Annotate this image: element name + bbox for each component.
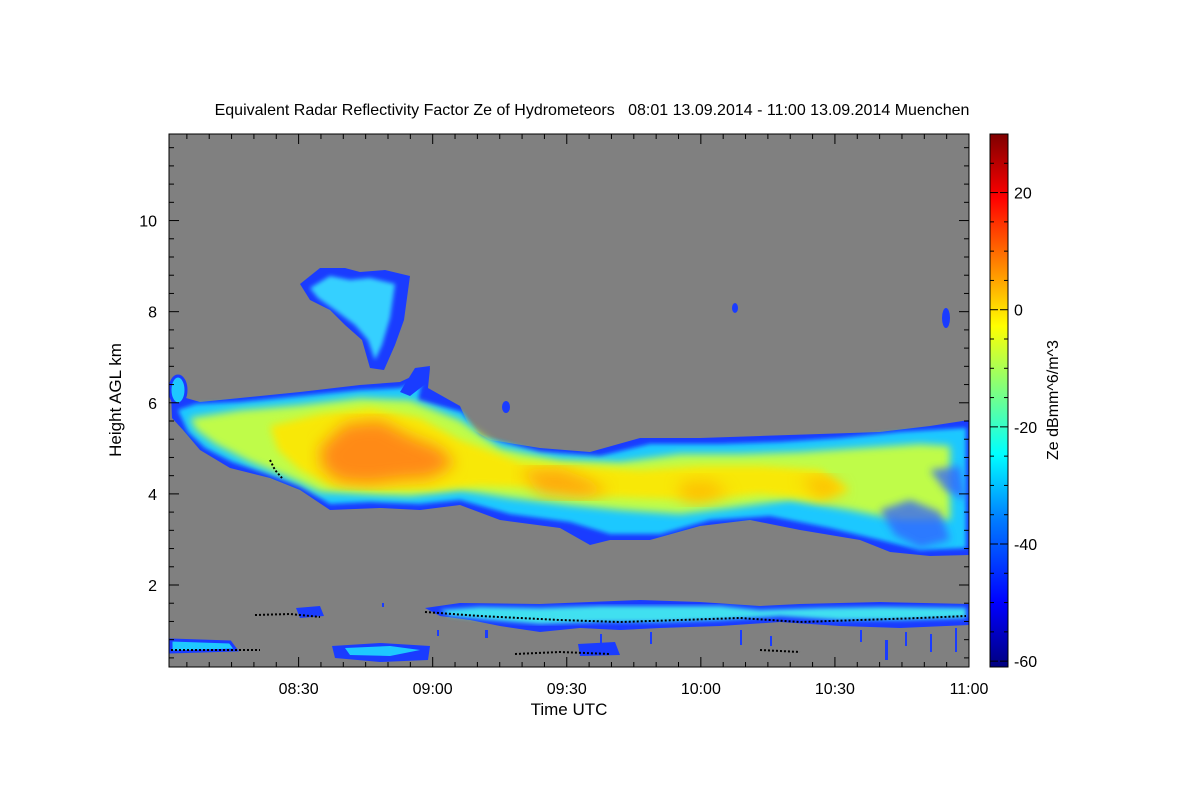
low-cloud-layer-inner (440, 606, 966, 624)
x-axis: 08:30 09:00 09:30 10:00 10:30 11:00 (186, 134, 989, 698)
x-tick-label: 10:00 (681, 681, 721, 698)
colorbar-tick-label: 20 (1014, 186, 1032, 203)
y-tick-label: 10 (139, 214, 157, 231)
echo-small-1 (502, 401, 510, 413)
low-cloud-bottom-inner (345, 646, 420, 656)
upper-cloud-fragment-inner (310, 276, 395, 360)
chart-title: Equivalent Radar Reflectivity Factor Ze … (215, 102, 970, 119)
main-cloud-core (320, 420, 455, 484)
colorbar-tick-label: 0 (1014, 303, 1023, 320)
plot-frame (168, 133, 970, 668)
y-tick-label: 6 (148, 396, 157, 413)
colorbar-tick-label: -60 (1014, 654, 1037, 671)
echo-small-2 (732, 303, 738, 313)
plot-area (168, 133, 970, 668)
y-tick-label: 2 (148, 578, 157, 595)
x-tick-label: 09:30 (547, 681, 587, 698)
main-cloud-blue-patch (880, 466, 966, 548)
x-tick-label: 09:00 (413, 681, 453, 698)
colorbar-label: Ze dBmm^6/m^3 (1045, 340, 1062, 460)
x-axis-label: Time UTC (531, 700, 608, 719)
main-cloud-core-3 (680, 476, 845, 504)
y-axis-label: Height AGL km (106, 343, 125, 457)
colorbar-tick-label: -40 (1014, 537, 1037, 554)
y-tick-label: 8 (148, 305, 157, 322)
x-tick-label: 10:30 (815, 681, 855, 698)
colorbar-tick-label: -20 (1014, 420, 1037, 437)
cloud-base-markers (171, 459, 967, 655)
y-axis: 2 4 6 8 10 (139, 147, 969, 659)
low-cloud-bottom (332, 642, 620, 662)
upper-cloud-tail (400, 366, 430, 396)
echo-small-3 (942, 308, 950, 328)
colorbar-ticks: 20 0 -20 -40 -60 (990, 133, 1037, 671)
clutter-speckles (382, 603, 957, 660)
main-cloud-core-2 (520, 468, 610, 498)
x-tick-label: 11:00 (950, 681, 989, 698)
y-tick-label: 4 (148, 487, 157, 504)
echo-left-edge (169, 374, 188, 406)
colorbar-gradient (989, 133, 1009, 668)
colorbar: 20 0 -20 -40 -60 Ze dBmm^6/m^3 (989, 133, 1062, 671)
x-tick-label: 08:30 (279, 681, 319, 698)
